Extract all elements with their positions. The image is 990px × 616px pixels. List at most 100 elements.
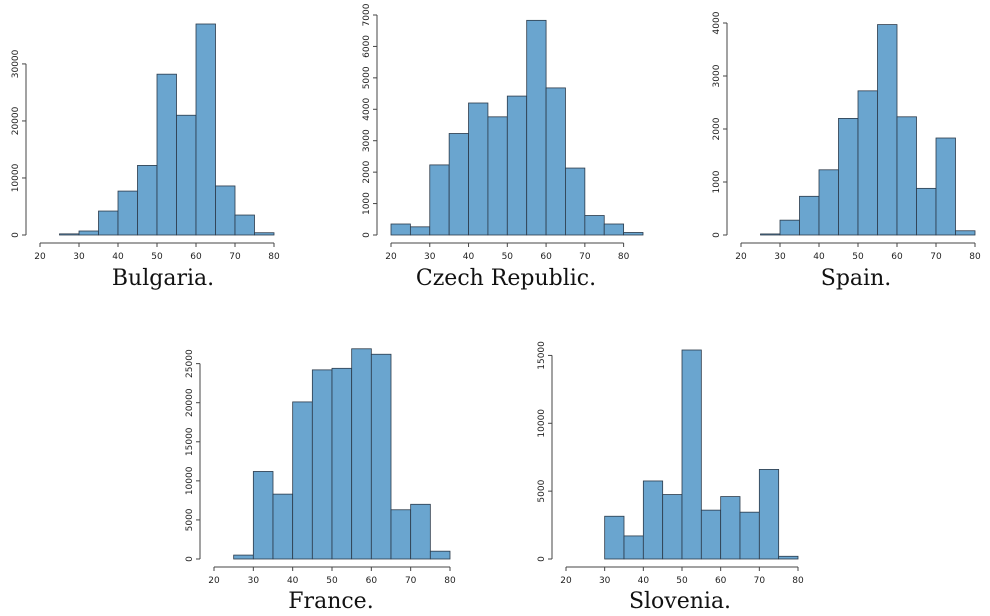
y-tick-label: 4000 [362, 98, 372, 121]
bar [506, 95, 528, 236]
bar [292, 401, 313, 560]
x-tick-label: 60 [891, 252, 903, 262]
bar [429, 550, 451, 560]
bar [409, 226, 431, 236]
y-tick-label: 5000 [537, 479, 547, 502]
bar [642, 480, 664, 560]
y-tick-label: 20000 [185, 388, 195, 417]
bar [233, 554, 254, 560]
x-tick-label: 80 [969, 252, 981, 262]
x-tick-label: 50 [151, 252, 163, 262]
x-tick-label: 30 [73, 252, 85, 262]
bar [623, 232, 644, 236]
x-tick-label: 60 [190, 252, 202, 262]
y-tick-label: 1000 [362, 192, 372, 215]
bar [390, 509, 412, 560]
bar [623, 535, 644, 560]
bar [59, 233, 80, 236]
bar [448, 133, 469, 236]
x-tick-label: 40 [463, 252, 475, 262]
bar [604, 515, 625, 560]
y-tick-label: 6000 [362, 35, 372, 58]
bar [603, 223, 625, 236]
y-tick-label: 1000 [712, 170, 722, 193]
bar [935, 137, 956, 236]
y-tick-label: 10000 [185, 466, 195, 495]
y-tick-label: 0 [537, 556, 547, 562]
bar [215, 185, 236, 236]
bar [818, 169, 839, 236]
x-tick-label: 30 [424, 252, 436, 262]
bar [252, 471, 274, 560]
bar [838, 118, 859, 236]
bar [955, 230, 976, 236]
x-tick-label: 20 [735, 252, 747, 262]
y-tick-label: 10000 [11, 163, 21, 192]
bar [137, 165, 158, 236]
y-tick-label: 0 [185, 556, 195, 562]
bar [545, 87, 566, 236]
bar [370, 353, 392, 560]
bar [156, 73, 177, 236]
y-tick-label: 5000 [362, 66, 372, 89]
y-tick-label: 4000 [712, 11, 722, 34]
bar [98, 210, 119, 236]
chart-title: Spain. [821, 266, 891, 291]
bar [117, 190, 138, 236]
x-tick-label: 40 [638, 576, 650, 586]
x-tick-label: 20 [385, 252, 397, 262]
chart-title: Czech Republic. [416, 266, 596, 291]
bar [234, 214, 255, 236]
bar [195, 23, 216, 236]
x-tick-label: 20 [34, 252, 46, 262]
x-tick-label: 50 [502, 252, 514, 262]
x-tick-label: 50 [326, 576, 338, 586]
x-tick-label: 40 [813, 252, 825, 262]
y-tick-label: 0 [11, 232, 21, 238]
bar [779, 219, 800, 236]
y-tick-label: 3000 [362, 129, 372, 152]
bar [311, 369, 333, 560]
x-tick-label: 60 [540, 252, 552, 262]
x-tick-label: 80 [792, 576, 804, 586]
y-tick-label: 25000 [185, 349, 195, 378]
bar [331, 367, 353, 560]
x-tick-label: 70 [405, 576, 417, 586]
y-tick-label: 15000 [185, 427, 195, 456]
x-tick-label: 50 [852, 252, 864, 262]
x-tick-label: 30 [774, 252, 786, 262]
y-tick-label: 2000 [712, 117, 722, 140]
y-tick-label: 0 [712, 232, 722, 238]
x-tick-label: 30 [248, 576, 260, 586]
y-tick-label: 0 [362, 232, 372, 238]
bar [662, 494, 683, 560]
x-tick-label: 20 [208, 576, 220, 586]
chart-title: France. [288, 589, 373, 614]
y-tick-label: 10000 [537, 409, 547, 438]
bar [526, 19, 547, 236]
bar [760, 233, 781, 236]
bar [429, 164, 450, 236]
bar [857, 90, 878, 236]
bar [720, 496, 741, 560]
x-tick-label: 80 [444, 576, 456, 586]
x-tick-label: 50 [676, 576, 688, 586]
y-tick-label: 3000 [712, 64, 722, 87]
bar [778, 555, 799, 560]
bar [700, 509, 722, 560]
y-tick-label: 30000 [11, 49, 21, 78]
bar [487, 116, 508, 236]
bar [272, 493, 294, 560]
x-tick-label: 30 [599, 576, 611, 586]
x-tick-label: 20 [560, 576, 572, 586]
x-tick-label: 60 [715, 576, 727, 586]
bar [799, 195, 820, 236]
bar [681, 349, 702, 560]
bar [896, 116, 917, 236]
x-tick-label: 70 [579, 252, 591, 262]
x-tick-label: 40 [287, 576, 299, 586]
x-tick-label: 70 [754, 576, 766, 586]
x-tick-label: 80 [618, 252, 630, 262]
bar [877, 24, 898, 236]
